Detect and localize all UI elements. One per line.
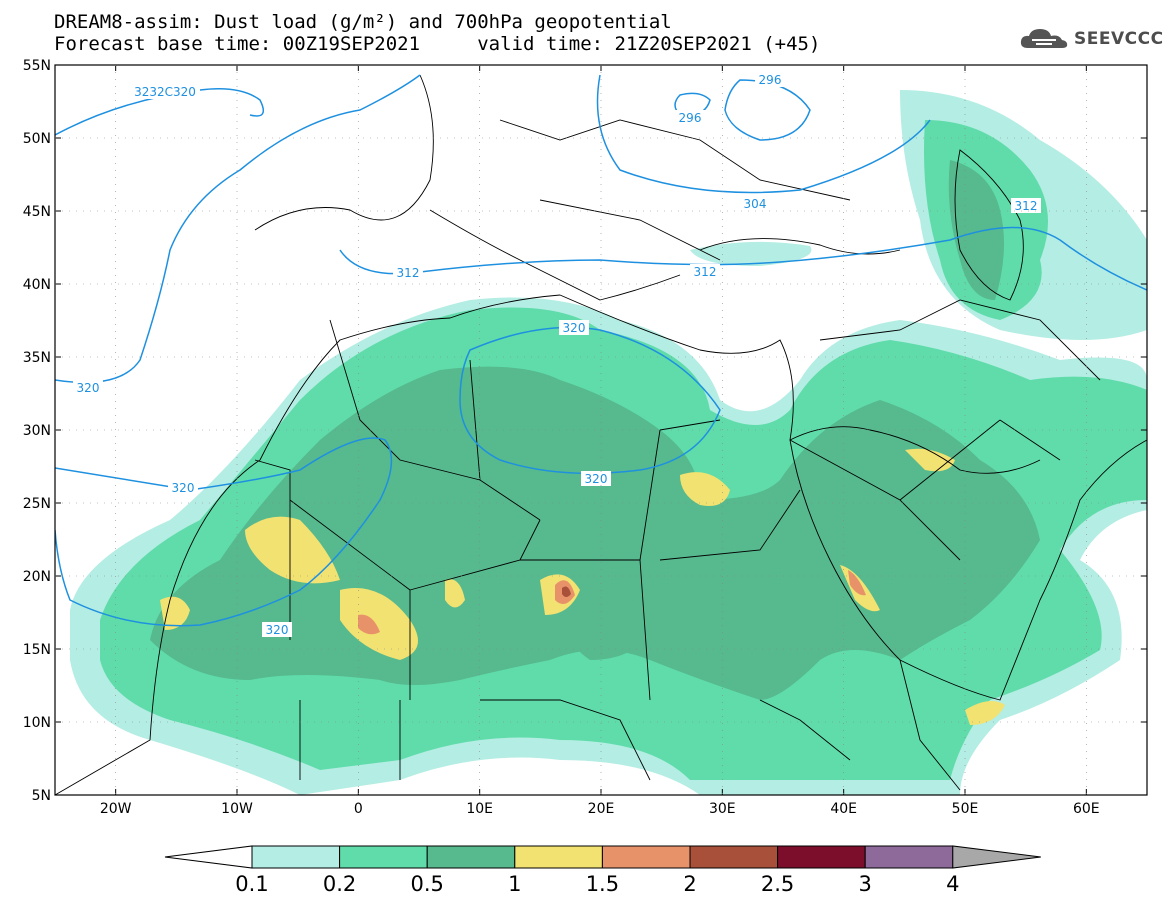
lon-tick-label: 50E (952, 801, 979, 817)
colorbar-label: 0.1 (235, 872, 269, 896)
colorbar-label: 2.5 (760, 872, 795, 896)
contour-label-box (168, 480, 198, 495)
contour-label-box (1011, 198, 1041, 213)
colorbar-label: 0.2 (322, 872, 357, 896)
colorbar-segment (777, 845, 866, 869)
contour-label-box (675, 110, 705, 125)
lon-tick-label: 10E (466, 801, 493, 817)
colorbar-label: 2 (683, 872, 697, 896)
contour-label-box (740, 196, 770, 211)
colorbar-low-arrow (164, 845, 253, 869)
colorbar-high-arrow (952, 845, 1041, 869)
contour-label: 320 (585, 472, 608, 486)
dust-region-2 (562, 586, 571, 597)
map-title: DREAM8-assim: Dust load (g/m²) and 700hP… (54, 11, 672, 33)
seevccc-logo: SEEVCCC (1018, 26, 1164, 52)
contour-label: 304 (744, 197, 767, 211)
contour-label: 320 (563, 321, 586, 335)
contour-label: 320 (77, 381, 100, 395)
lon-tick-label: 60E (1073, 801, 1100, 817)
colorbar-segment (864, 845, 954, 869)
contour-label: 296 (679, 111, 702, 125)
colorbar-label: 4 (946, 872, 960, 896)
lon-tick-label: 30E (709, 801, 736, 817)
lat-tick-label: 25N (23, 496, 51, 512)
colorbar (164, 845, 1041, 869)
forecast-time-line: Forecast base time: 00Z19SEP2021 valid t… (54, 33, 821, 55)
lat-tick-label: 5N (32, 788, 51, 804)
contour-label-box (393, 265, 423, 280)
logo-text: SEEVCCC (1074, 29, 1164, 49)
contour-label-box (73, 380, 103, 395)
colorbar-segment (339, 845, 428, 869)
lat-tick-label: 10N (23, 715, 51, 731)
colorbar-label: 1.5 (585, 872, 620, 896)
contour-label-box (262, 622, 292, 637)
lon-tick-label: 40E (830, 801, 857, 817)
contour-label-box (755, 72, 785, 87)
contour-label: 312 (397, 266, 420, 280)
contour-labels: 3232C320 296 296 304 312 312 312 320 320 320 320 32… (73, 72, 1041, 637)
colorbar-segment (689, 845, 779, 869)
contour-label-box (559, 320, 589, 335)
contour-label-box (130, 84, 200, 99)
lon-tick-label: 20E (588, 801, 615, 817)
contour-label-box (581, 471, 611, 486)
lat-tick-label: 45N (23, 204, 51, 220)
coastlines (55, 74, 1147, 795)
lat-tick-label: 40N (23, 277, 51, 293)
colorbar-label: 1 (508, 872, 522, 896)
lon-tick-label: 10W (221, 801, 253, 817)
geopotential-contours (55, 74, 1147, 627)
lat-tick-label: 55N (23, 58, 51, 74)
contour-label: 3232C320 (134, 85, 196, 99)
colorbar-segment (601, 845, 691, 869)
contour-label-box (690, 264, 720, 279)
lat-tick-label: 30N (23, 423, 51, 439)
colorbar-segment (426, 845, 516, 869)
colorbar-segment (514, 845, 603, 869)
lon-tick-label: 0 (354, 801, 363, 817)
contour-label: 312 (694, 265, 717, 279)
cloud-icon (1020, 29, 1068, 48)
lat-tick-label: 20N (23, 569, 51, 585)
lat-tick-label: 35N (23, 350, 51, 366)
lon-tick-label: 20W (100, 801, 132, 817)
map-axes: 5N 10N 15N 20N 25N 30N 35N 40N 45N 50N 55N 20W 10W 0 1… (23, 58, 1147, 817)
lat-tick-label: 15N (23, 642, 51, 658)
contour-label: 320 (266, 623, 289, 637)
contour-label: 320 (172, 481, 195, 495)
colorbar-label: 3 (858, 872, 872, 896)
colorbar-label: 0.5 (410, 872, 444, 896)
lat-tick-label: 50N (23, 131, 51, 147)
contour-label: 312 (1015, 199, 1038, 213)
colorbar-segment (251, 845, 341, 869)
contour-label: 296 (759, 73, 782, 87)
